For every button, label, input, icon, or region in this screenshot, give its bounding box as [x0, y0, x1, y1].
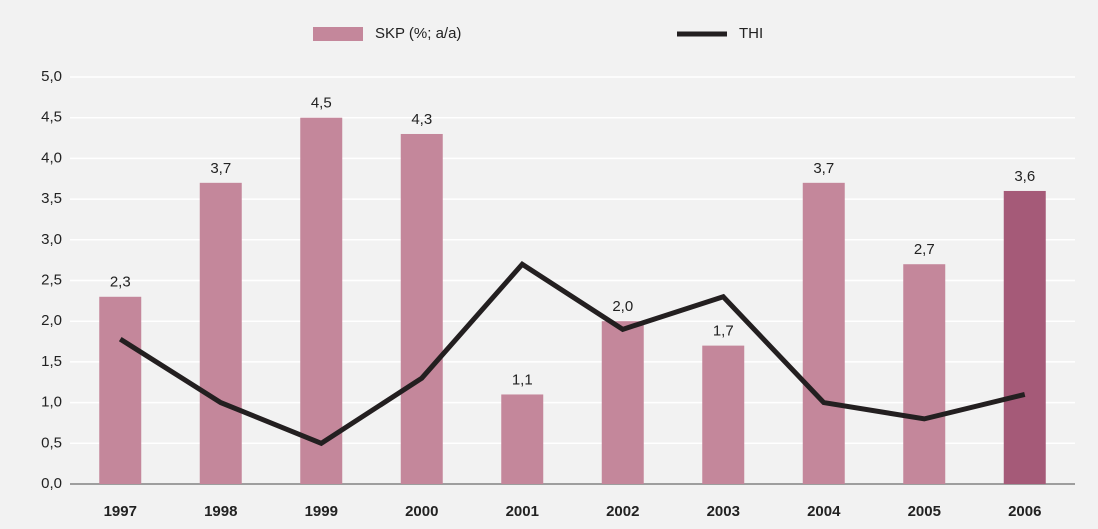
x-tick-label: 2002: [606, 503, 639, 520]
bar: [601, 321, 644, 484]
y-tick-label: 1,0: [41, 394, 62, 411]
data-label: 3,7: [813, 160, 834, 177]
bar: [300, 117, 343, 484]
bar: [99, 296, 142, 484]
data-label: 1,1: [512, 371, 533, 388]
y-tick-label: 2,0: [41, 312, 62, 329]
legend-swatch: [313, 27, 363, 41]
y-tick-label: 4,0: [41, 149, 62, 166]
data-label: 1,7: [713, 323, 734, 340]
y-tick-label: 4,5: [41, 109, 62, 126]
data-label: 4,5: [311, 95, 332, 112]
bar: [903, 264, 946, 484]
data-label: 3,7: [210, 160, 231, 177]
y-tick-label: 3,5: [41, 190, 62, 207]
x-tick-label: 1999: [305, 503, 338, 520]
bar: [400, 133, 443, 485]
x-tick-label: 1997: [104, 503, 137, 520]
data-label: 3,6: [1014, 168, 1035, 185]
legend-label: THI: [739, 25, 763, 42]
line: [118, 260, 1026, 447]
data-label: 2,3: [110, 274, 131, 291]
y-tick-label: 1,5: [41, 353, 62, 370]
x-tick-label: 2001: [506, 503, 539, 520]
data-label: 2,0: [612, 298, 633, 315]
x-tick-label: 2003: [707, 503, 740, 520]
y-tick-label: 2,5: [41, 271, 62, 288]
bar: [199, 182, 242, 484]
x-tick-label: 2004: [807, 503, 841, 520]
legend-label: SKP (%; a/a): [375, 25, 461, 42]
y-tick-label: 3,0: [41, 231, 62, 248]
x-tick-label: 1998: [204, 503, 237, 520]
x-tick-label: 2006: [1008, 503, 1041, 520]
data-label: 4,3: [411, 111, 432, 128]
bar: [501, 394, 544, 484]
y-tick-label: 0,0: [41, 475, 62, 492]
x-tick-label: 2000: [405, 503, 438, 520]
data-label: 2,7: [914, 241, 935, 258]
bar: [1003, 190, 1046, 484]
bar: [702, 345, 745, 484]
x-tick-label: 2005: [908, 503, 941, 520]
y-tick-label: 5,0: [41, 68, 62, 85]
bar: [802, 182, 845, 484]
y-tick-label: 0,5: [41, 434, 62, 451]
